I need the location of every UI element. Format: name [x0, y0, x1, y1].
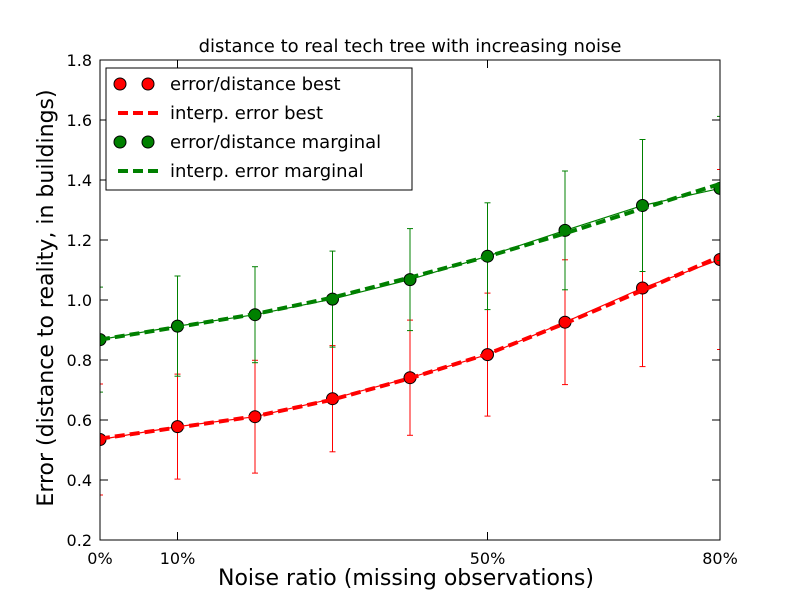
y-tick-label: 1.6	[67, 111, 92, 130]
y-tick-label: 0.2	[67, 531, 92, 550]
x-axis-label: Noise ratio (missing observations)	[218, 566, 594, 591]
legend-label: interp. error best	[170, 103, 323, 124]
x-tick-label: 10%	[160, 549, 196, 568]
y-tick-label: 1.2	[67, 231, 92, 250]
series-3-dashed-line	[100, 181, 720, 342]
legend-label: interp. error marginal	[170, 161, 364, 182]
series-1-dashed-line	[100, 254, 720, 441]
legend-label: error/distance marginal	[170, 132, 381, 153]
plot-area	[100, 115, 720, 496]
y-tick-label: 0.6	[67, 411, 92, 430]
y-tick-label: 1.8	[67, 51, 92, 70]
y-axis-label: Error (distance to reality, in buildings…	[34, 89, 59, 506]
legend-swatch-marker	[141, 77, 155, 91]
legend-swatch-marker	[113, 77, 127, 91]
x-tick-label: 50%	[470, 549, 506, 568]
axis-ticks: 0% 10% 50% 80% 0.2 0.4 0.6 0.8 1.0 1.2 1.4 1.6 1.8	[67, 51, 738, 568]
x-tick-label: 80%	[702, 549, 738, 568]
legend-items: error/distance best interp. error best err…	[113, 74, 381, 182]
y-tick-label: 0.4	[67, 471, 92, 490]
legend-swatch-marker	[113, 135, 127, 149]
legend: error/distance best interp. error best err…	[105, 67, 413, 191]
y-tick-label: 1.0	[67, 291, 92, 310]
y-tick-label: 0.8	[67, 351, 92, 370]
chart-title: distance to real tech tree with increasi…	[199, 36, 622, 57]
legend-swatch-marker	[141, 135, 155, 149]
x-tick-label: 0%	[87, 549, 112, 568]
legend-label: error/distance best	[170, 74, 341, 95]
y-tick-label: 1.4	[67, 171, 92, 190]
